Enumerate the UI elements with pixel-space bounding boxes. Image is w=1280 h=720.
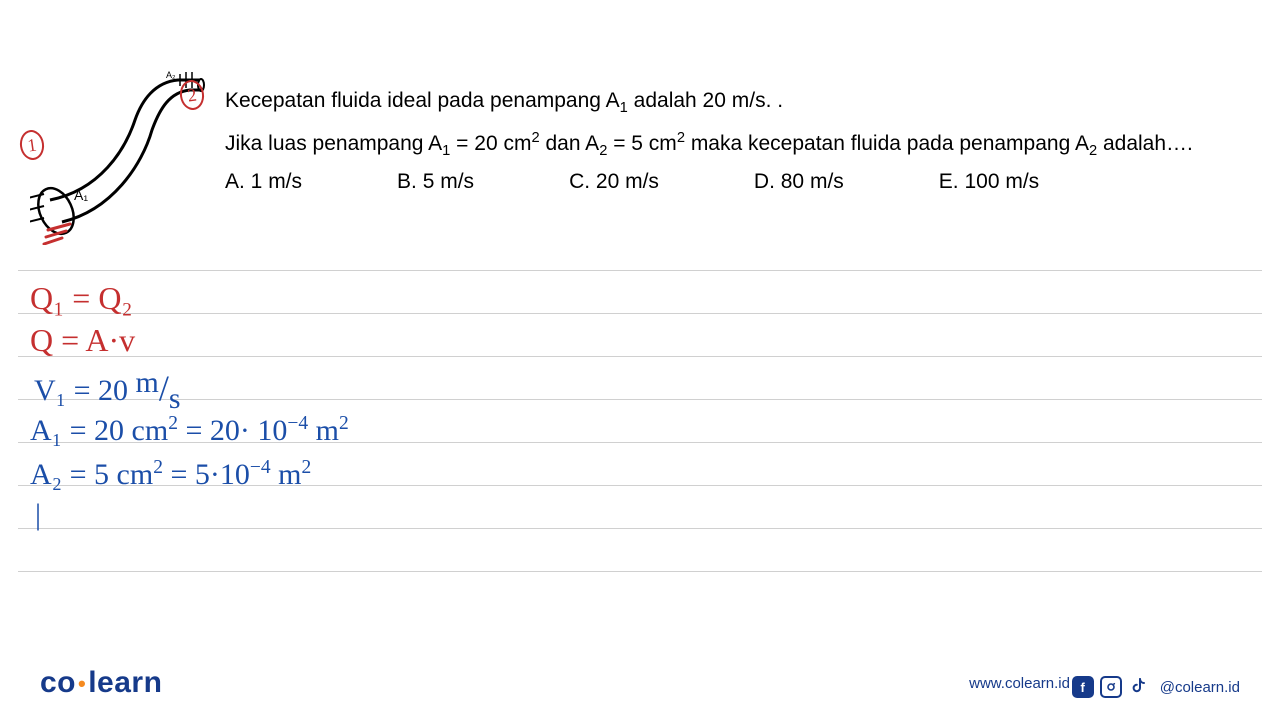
handwriting-a1: A₁ = 20 cm2 = 20· 10−4 m2 (30, 414, 349, 446)
brand-dot-icon: • (76, 671, 88, 696)
option-a[interactable]: A. 1 m/s (225, 170, 302, 194)
instagram-icon[interactable] (1100, 676, 1122, 698)
pipe-diagram: A₂ A₁ 1 2 (30, 70, 210, 245)
svg-text:A₂: A₂ (166, 70, 176, 80)
answer-options: A. 1 m/s B. 5 m/s C. 20 m/s D. 80 m/s E.… (225, 170, 1039, 194)
option-b[interactable]: B. 5 m/s (397, 170, 474, 194)
tiktok-icon[interactable] (1128, 676, 1150, 698)
rule-line (18, 528, 1262, 529)
page-root: A₂ A₁ 1 2 Kecepatan fluida ideal pada pe… (0, 0, 1280, 720)
rule-line (18, 270, 1262, 271)
handwriting-v1: V₁ = 20 m/s (34, 370, 181, 406)
handwriting-eq1: Q₁ = Q₂ (30, 282, 133, 314)
brand-part-b: learn (88, 666, 162, 699)
rule-line (18, 313, 1262, 314)
handwriting-a2: A₂ = 5 cm2 = 5·10−4 m2 (30, 458, 311, 490)
option-c[interactable]: C. 20 m/s (569, 170, 659, 194)
brand-logo: co•learn (40, 666, 162, 700)
footer: co•learn www.colearn.id f @colearn.id (0, 660, 1280, 720)
handwriting-eq2: Q = A·v (30, 324, 135, 356)
question-line-1: Kecepatan fluida ideal pada penampang A1… (225, 84, 1255, 121)
q1-pre: Kecepatan fluida ideal pada penampang A (225, 89, 620, 112)
diagram-label-a1: A₁ (74, 187, 88, 203)
social-links: f @colearn.id (1072, 676, 1240, 698)
option-d[interactable]: D. 80 m/s (754, 170, 844, 194)
facebook-icon[interactable]: f (1072, 676, 1094, 698)
rule-line (18, 356, 1262, 357)
rule-line (18, 571, 1262, 572)
option-e[interactable]: E. 100 m/s (939, 170, 1039, 194)
site-url[interactable]: www.colearn.id (969, 675, 1070, 692)
rule-line (18, 399, 1262, 400)
handwriting-bar: | (35, 500, 41, 530)
question-text: Kecepatan fluida ideal pada penampang A1… (225, 84, 1255, 163)
q1-post: adalah 20 m/s. . (628, 89, 783, 112)
brand-part-a: co (40, 666, 76, 699)
q1-sub: 1 (620, 100, 628, 116)
social-handle[interactable]: @colearn.id (1160, 679, 1240, 696)
question-line-2: Jika luas penampang A1 = 20 cm2 dan A2 =… (225, 127, 1255, 164)
